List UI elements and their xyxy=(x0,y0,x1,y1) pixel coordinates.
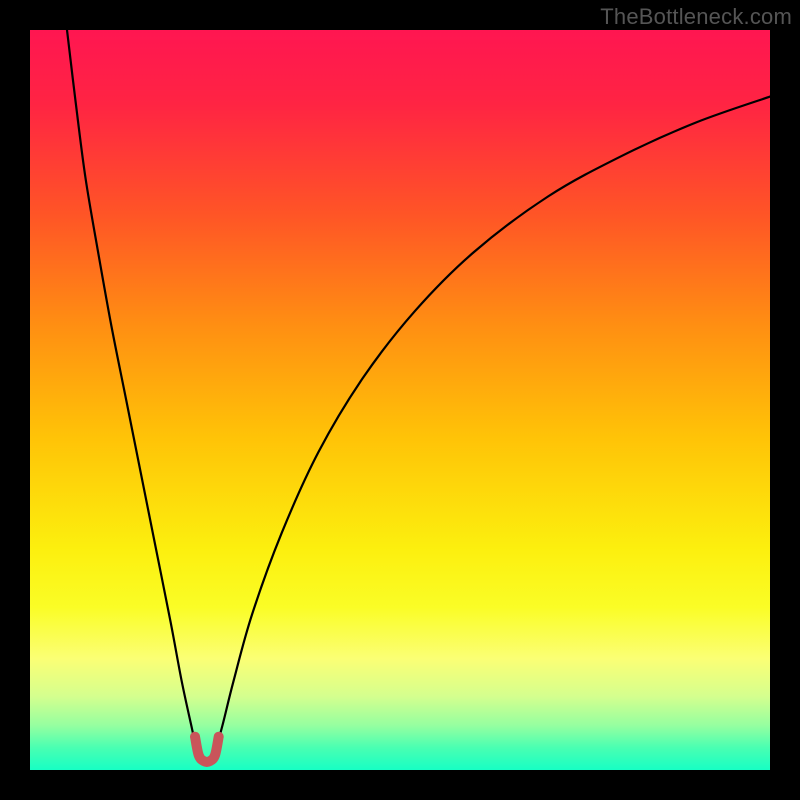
gradient-background xyxy=(30,30,770,770)
watermark-text: TheBottleneck.com xyxy=(600,4,792,30)
bottleneck-chart xyxy=(30,30,770,770)
chart-container: TheBottleneck.com xyxy=(0,0,800,800)
